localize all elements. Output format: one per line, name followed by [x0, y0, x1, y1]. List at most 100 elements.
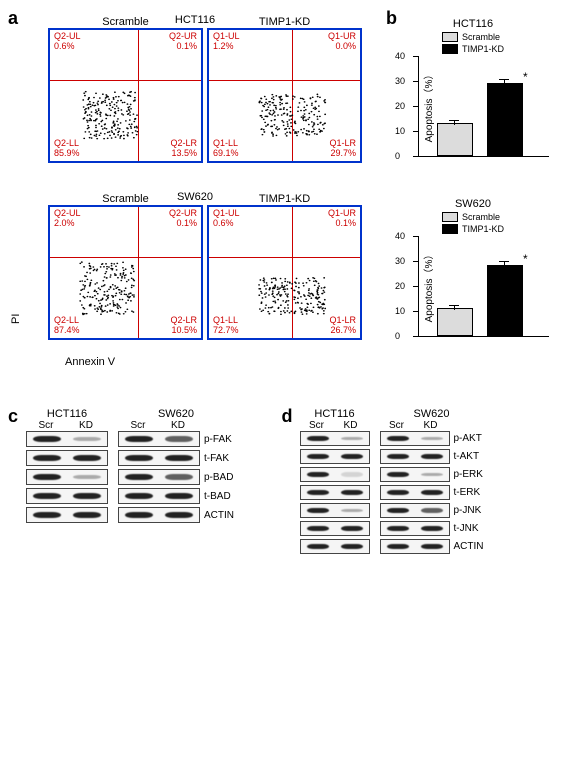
- wb-band: [159, 470, 199, 484]
- wb-group-sw620: SW620ScrKD p-FAK t-FAK p-BAD t-BAD ACTIN: [118, 408, 234, 526]
- bar-scramble: [437, 123, 473, 156]
- flow-plot-hct-kd: TIMP1-KD Q1-UL1.2%Q1-UR0.0%Q1-LL69.1%Q1-…: [207, 28, 362, 163]
- wb-row-t-erk: t-ERK: [380, 485, 484, 500]
- wb-label: t-BAD: [204, 491, 231, 502]
- wb-label: p-ERK: [454, 469, 483, 480]
- wb-row-t-erk: [300, 485, 370, 500]
- significance-star: *: [523, 70, 528, 84]
- wb-row-p-erk: p-ERK: [380, 467, 484, 482]
- wb-head-scr: Scr: [26, 420, 66, 431]
- wb-row-actin: ACTIN: [118, 507, 234, 523]
- wb-label: t-ERK: [454, 487, 481, 498]
- legend-item: Scramble: [442, 32, 504, 42]
- bar-scramble: [437, 308, 473, 336]
- wb-row-t-fak: [26, 450, 108, 466]
- wb-row-p-erk: [300, 467, 370, 482]
- bar-y-label: Apoptosis（%）: [420, 70, 435, 143]
- wb-cellline-title: SW620: [380, 408, 484, 420]
- wb-band: [335, 504, 369, 517]
- wb-band: [381, 486, 415, 499]
- wb-band: [381, 540, 415, 553]
- wb-row-t-akt: [300, 449, 370, 464]
- wb-band: [301, 522, 335, 535]
- wb-band: [381, 504, 415, 517]
- bar-title: HCT116: [388, 18, 558, 30]
- wb-label: p-FAK: [204, 434, 232, 445]
- wb-cellline-title: HCT116: [300, 408, 370, 420]
- panel-a-label: a: [8, 8, 18, 29]
- wb-band: [415, 486, 449, 499]
- wb-row-t-jnk: [300, 521, 370, 536]
- wb-row-actin: ACTIN: [380, 539, 484, 554]
- panel-c: c HCT116ScrKDSW620ScrKDp-FAKt-FAKp-BADt-…: [10, 408, 284, 557]
- wb-band: [27, 489, 67, 503]
- panel-b: b HCT116ScrambleTIMP1-KD010203040*Apopto…: [388, 10, 558, 390]
- wb-row-t-fak: t-FAK: [118, 450, 234, 466]
- legend-item: TIMP1-KD: [442, 224, 504, 234]
- wb-band: [301, 432, 335, 445]
- wb-band: [301, 486, 335, 499]
- flow-plot-sw-scr: Scramble Q2-UL2.0%Q2-UR0.1%Q2-LL87.4%Q2-…: [48, 205, 203, 340]
- wb-band: [415, 468, 449, 481]
- significance-star: *: [523, 252, 528, 266]
- wb-band: [415, 450, 449, 463]
- wb-label: ACTIN: [454, 541, 484, 552]
- wb-row-t-jnk: t-JNK: [380, 521, 484, 536]
- panel-d-label: d: [282, 406, 293, 427]
- wb-row-t-bad: [26, 488, 108, 504]
- wb-row-actin: [300, 539, 370, 554]
- wb-group-sw620: SW620ScrKD p-AKT t-AKT p-ERK t-ERK p-JNK t-JNK…: [380, 408, 484, 557]
- wb-label: p-BAD: [204, 472, 233, 483]
- wb-row-p-jnk: p-JNK: [380, 503, 484, 518]
- bar-timp1kd: [487, 83, 523, 156]
- wb-band: [67, 508, 107, 522]
- wb-head-scr: Scr: [300, 420, 334, 431]
- wb-band: [119, 451, 159, 465]
- wb-head-kd: KD: [414, 420, 448, 431]
- wb-band: [159, 451, 199, 465]
- wb-band: [27, 432, 67, 446]
- wb-row-t-akt: t-AKT: [380, 449, 484, 464]
- wb-band: [159, 489, 199, 503]
- bar-chart-sw620: SW620ScrambleTIMP1-KD010203040*Apoptosis…: [388, 198, 558, 348]
- wb-row-t-bad: t-BAD: [118, 488, 234, 504]
- wb-row-p-akt: [300, 431, 370, 446]
- wb-band: [67, 432, 107, 446]
- wb-row-p-fak: p-FAK: [118, 431, 234, 447]
- wb-cellline-title: SW620: [118, 408, 234, 420]
- panel-c-label: c: [8, 406, 18, 427]
- wb-head-scr: Scr: [380, 420, 414, 431]
- wb-band: [335, 450, 369, 463]
- wb-band: [335, 432, 369, 445]
- wb-band: [67, 470, 107, 484]
- wb-band: [301, 540, 335, 553]
- wb-label: p-AKT: [454, 433, 482, 444]
- wb-band: [159, 508, 199, 522]
- wb-head-scr: Scr: [118, 420, 158, 431]
- wb-band: [119, 508, 159, 522]
- wb-band: [27, 470, 67, 484]
- flow-plot-hct-scr: Scramble Q2-UL0.6%Q2-UR0.1%Q2-LL85.9%Q2-…: [48, 28, 203, 163]
- wb-group-hct116: HCT116ScrKD: [26, 408, 108, 526]
- wb-head-kd: KD: [334, 420, 368, 431]
- wb-label: t-JNK: [454, 523, 479, 534]
- bar-timp1kd: [487, 265, 523, 336]
- wb-band: [301, 468, 335, 481]
- flow-y-axis: PI: [10, 314, 22, 324]
- wb-row-p-akt: p-AKT: [380, 431, 484, 446]
- wb-band: [415, 522, 449, 535]
- wb-row-p-bad: p-BAD: [118, 469, 234, 485]
- wb-row-p-jnk: [300, 503, 370, 518]
- wb-label: p-JNK: [454, 505, 482, 516]
- wb-band: [415, 504, 449, 517]
- wb-band: [381, 522, 415, 535]
- wb-band: [415, 432, 449, 445]
- wb-band: [381, 450, 415, 463]
- wb-band: [67, 489, 107, 503]
- wb-band: [67, 451, 107, 465]
- bar-title: SW620: [388, 198, 558, 210]
- wb-band: [27, 451, 67, 465]
- wb-head-kd: KD: [158, 420, 198, 431]
- wb-head-kd: KD: [66, 420, 106, 431]
- wb-band: [119, 432, 159, 446]
